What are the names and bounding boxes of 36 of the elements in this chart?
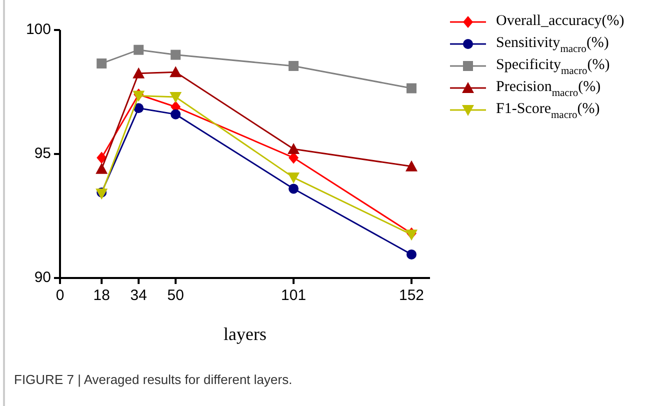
point: [96, 188, 108, 200]
x-axis-title: layers: [224, 324, 266, 344]
y-tick-label: 95: [34, 144, 51, 162]
point: [96, 162, 108, 174]
x-tick-label: 34: [130, 287, 147, 304]
x-tick-label: 0: [56, 287, 64, 304]
x-tick-label: 152: [398, 287, 424, 304]
point: [96, 152, 107, 164]
point: [288, 184, 299, 194]
point: [406, 230, 418, 241]
y-tick-label: 90: [34, 268, 51, 286]
legend-label: Specificity$_{macro}$(%): [496, 57, 610, 77]
legend-label: Sensitivity$_{macro}$(%): [496, 35, 609, 55]
legend-label: Overall_accuracy(%): [496, 13, 624, 30]
point: [170, 66, 182, 78]
point: [134, 44, 144, 55]
legend-label: F1-Score$_{macro}$(%): [496, 101, 600, 121]
point: [288, 60, 299, 71]
point: [132, 90, 145, 102]
point: [288, 143, 300, 154]
caption: FIGURE 7 | Averaged results for different layers.: [14, 372, 292, 387]
point: [132, 67, 145, 78]
point: [288, 172, 300, 184]
legend-label: Precision$_{macro}$(%): [496, 79, 601, 99]
point: [406, 249, 416, 260]
point: [134, 103, 144, 114]
point: [170, 50, 181, 60]
point: [170, 92, 182, 103]
point: [170, 109, 181, 120]
point: [96, 58, 107, 68]
x-tick-label: 18: [93, 287, 110, 304]
point: [406, 160, 418, 172]
point: [406, 83, 416, 94]
x-tick-label: 101: [281, 287, 306, 304]
y-tick-label: 100: [26, 20, 51, 38]
x-tick-label: 50: [167, 287, 184, 304]
